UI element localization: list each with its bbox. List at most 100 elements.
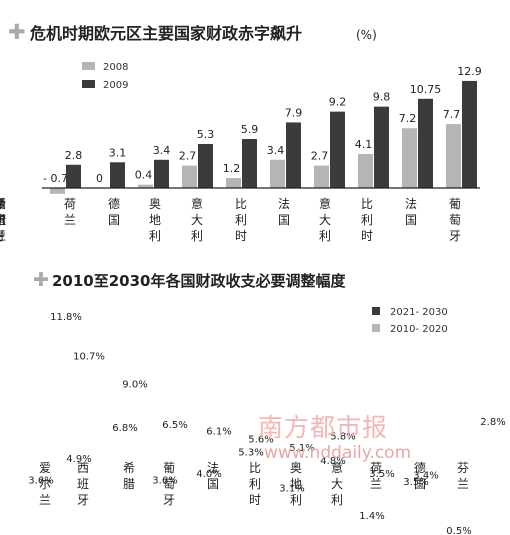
bar-2009 [110, 162, 125, 188]
deficit-bars: - 0.72.803.10.43.4 2.75.31.25.93.47.92.79… [43, 65, 482, 194]
bar-2009-label: 9.8 [373, 91, 391, 104]
category-label: 法 [278, 197, 290, 211]
label-2010-2020: 4.8% [320, 456, 345, 467]
legend-label-2008: 2008 [103, 62, 128, 73]
category-label: 利 [235, 213, 247, 227]
label-2021-2030: 10.7% [73, 352, 105, 363]
category-label: 腊 [0, 213, 6, 227]
bar-2009-label: 10.75 [410, 83, 442, 96]
category-label: 希 [123, 460, 135, 475]
label-2010-2020: 6.8% [112, 423, 137, 434]
category-label: 兰 [39, 493, 51, 507]
deficit-chart-title-group: ✚ 危机时期欧元区主要国家财政赤字飙升 (%) [8, 20, 377, 44]
category-label: 班 [77, 477, 89, 491]
category-label: 时 [249, 493, 261, 507]
category-label: 利 [249, 477, 261, 491]
bar-2009-label: 9.2 [329, 96, 347, 109]
label-extra-finland: 2.8% [480, 417, 505, 428]
category-label: 腊 [123, 477, 135, 491]
bar-2009-label: 12.9 [457, 65, 482, 78]
adjustment-legend: 2021- 2030 2010- 2020 [372, 307, 448, 335]
bar-2008-label: 1.2 [223, 162, 241, 175]
bar-2009 [286, 122, 301, 188]
category-label: 兰 [0, 229, 6, 243]
category-label: 兰 [370, 477, 382, 491]
category-label: 时 [361, 229, 373, 243]
category-label: 奥 [149, 197, 161, 211]
category-label: 萄 [449, 213, 461, 227]
label-2021-2030: 6.1% [206, 427, 231, 438]
category-label: 班 [0, 213, 6, 227]
category-label: 地 [149, 213, 161, 227]
category-label: 国 [414, 477, 426, 491]
bar-2008 [314, 165, 329, 188]
category-label: 西 [0, 197, 6, 211]
category-label: 希 [0, 196, 6, 211]
deficit-category-labels: 荷兰德国奥地利意大利比利时法国意大利比利时法国葡萄牙西班牙爱尔兰希腊 [0, 196, 461, 243]
category-label: 国 [405, 213, 417, 227]
bar-2009-label: 5.9 [241, 123, 259, 136]
category-label: 兰 [457, 477, 469, 491]
label-2010-2020: 0.5% [446, 526, 471, 535]
category-label: 萄 [163, 477, 175, 491]
label-2021-2030: 9.0% [122, 379, 147, 390]
label-2021-2030: 3.4% [413, 471, 438, 482]
category-label: 兰 [64, 213, 76, 227]
title-marker-icon: ✚ [8, 20, 26, 44]
category-label: 葡 [163, 461, 175, 475]
category-label: 爱 [0, 197, 6, 211]
category-label: 时 [235, 229, 247, 243]
category-label: 大 [191, 213, 203, 227]
bar-2008-label: 4.1 [355, 138, 373, 151]
label-2010-2020: 3.6% [28, 475, 53, 486]
category-label: 利 [319, 229, 331, 243]
bar-2008-label: - 0.7 [43, 172, 68, 185]
bar-2009 [462, 80, 477, 188]
legend-label-2010-2020: 2010- 2020 [390, 324, 448, 335]
category-label: 大 [331, 477, 343, 491]
category-label: 芬 [457, 461, 469, 475]
category-label: 比 [249, 461, 261, 475]
bar-2008-label: 2.7 [179, 150, 197, 163]
adjustment-chart: ✚ 2010至2030年各国财政收支必要调整幅度 2021- 2030 2010… [28, 269, 505, 535]
bar-2008 [226, 178, 241, 188]
legend-swatch-2010-2020 [372, 324, 380, 332]
deficit-legend: 2008 2009 [82, 62, 128, 91]
bar-2008 [50, 188, 65, 194]
bar-2009-label: 7.9 [285, 106, 303, 119]
bar-2008 [446, 124, 461, 188]
category-label: 西 [77, 461, 89, 475]
bar-2008 [402, 128, 417, 188]
legend-swatch-2008 [82, 62, 95, 70]
legend-swatch-2009 [82, 80, 95, 88]
label-2010-2020: 3.5% [403, 477, 428, 488]
label-2010-2020: 1.4% [359, 511, 384, 522]
category-label: 利 [290, 493, 302, 507]
label-2021-2030: 5.8% [330, 431, 355, 442]
deficit-chart: ✚ 危机时期欧元区主要国家财政赤字飙升 (%) 2008 2009 - 0.7 2… [0, 20, 482, 243]
category-label: 利 [331, 493, 343, 507]
category-label: 国 [108, 213, 120, 227]
label-2021-2030: 6.5% [162, 420, 187, 431]
bar-2008-label: 7.7 [443, 108, 461, 121]
label-2010-2020: 4.0% [196, 469, 221, 480]
deficit-chart-title: 危机时期欧元区主要国家财政赤字飙升 [30, 24, 302, 43]
category-label: 奥 [290, 461, 302, 475]
category-label: 牙 [0, 229, 6, 243]
bar-2008-label: 0 [96, 172, 103, 185]
bar-2008 [358, 153, 373, 188]
category-label: 利 [361, 213, 373, 227]
bar-2009-label: 2.8 [65, 149, 83, 162]
label-2010-2020: 5.3% [238, 448, 263, 459]
bar-2009-label: 3.1 [109, 146, 127, 159]
bar-2008-label: 0.4 [135, 169, 153, 182]
bar-2008 [270, 159, 285, 188]
category-label: 尔 [39, 476, 51, 491]
adjustment-value-labels: 3.6% 10.7% 4.9% 9.0% 6.8% 6.5% 3.6% 6.1% 4.0% 5.6… [28, 312, 505, 535]
category-label: 爱 [39, 461, 51, 475]
label-extra-ireland: 11.8% [50, 312, 82, 323]
deficit-chart-unit: (%) [356, 28, 377, 42]
category-label: 利 [191, 229, 203, 243]
label-2010-2020: 3.6% [152, 475, 177, 486]
bar-2008-label: 3.4 [267, 144, 285, 157]
